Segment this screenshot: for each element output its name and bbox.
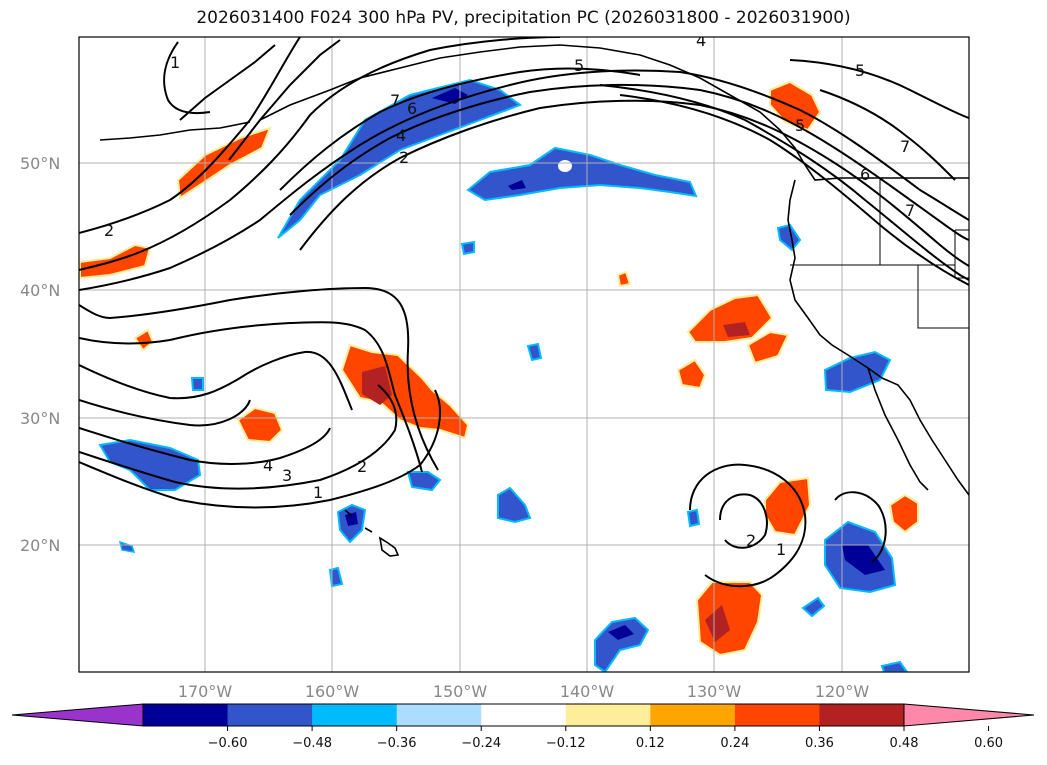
longitude-labels: 170°W 160°W 150°W 140°W 130°W 120°W [178,682,870,701]
lat-label: 50°N [20,154,60,173]
graticule [79,37,969,672]
contour-label: 5 [855,61,865,80]
lon-label: 140°W [560,682,615,701]
contour-labels: 1 2 7 6 4 2 5 4 5 5 7 6 7 4 3 2 1 2 1 [104,31,915,559]
na-west-coast [787,179,969,496]
colorbar-tick-label: 0.12 [636,736,665,751]
contour-label: 1 [170,53,180,72]
colorbar-tick-label: 0.60 [974,736,1003,751]
colorbar-segment [143,704,229,726]
pv-contours [79,37,969,588]
colorbar-segment [396,704,482,726]
colorbar-segment [565,704,651,726]
contour-label: 5 [574,56,584,75]
colorbar-segment [819,704,905,726]
orange-central-pacific [340,343,470,440]
colorbar: −0.60 −0.48 −0.36 −0.24 −0.12 0.12 0.24 0.36 0.4… [11,703,1035,751]
contour-label: 1 [313,483,323,502]
contour-label: 7 [900,137,910,156]
colorbar-tick-label: −0.48 [292,736,332,751]
colorbar-tick-label: −0.12 [546,736,586,751]
contour-label: 2 [399,148,409,167]
colorbar-segment [650,704,736,726]
contour-label: 2 [104,221,114,240]
contour-label: 7 [905,201,915,220]
colorbar-frame [142,703,905,727]
lon-label: 170°W [178,682,233,701]
map-area [79,37,969,672]
map-title: 2026031400 F024 300 hPa PV, precipitatio… [196,8,851,28]
lon-label: 120°W [815,682,870,701]
lon-label: 160°W [305,682,360,701]
contour-label: 2 [746,531,756,550]
latitude-labels: 50°N 40°N 30°N 20°N [20,154,60,555]
colorbar-tick-label: 0.48 [890,736,919,751]
contour-label: 6 [860,165,870,184]
map-frame [78,36,970,673]
lat-label: 20°N [20,536,60,555]
aleutians [99,121,251,141]
colorbar-extend-max [903,703,1035,727]
positive-precip-shading [79,80,919,657]
contour-label: 7 [390,91,400,110]
contour-label: 5 [795,116,805,135]
contour-label: 2 [357,457,367,476]
colorbar-tick-label: 0.36 [805,736,834,751]
colorbar-tick-label: −0.24 [461,736,501,751]
lat-label: 30°N [20,409,60,428]
lon-label: 150°W [433,682,488,701]
contour-label: 4 [263,456,273,475]
hawaii-islands [344,509,400,557]
colorbar-tick-label: 0.24 [720,736,749,751]
contour-label: 3 [282,466,292,485]
contour-label: 4 [696,31,706,50]
baja-peninsula [867,367,929,491]
colorbar-segment [312,704,398,726]
contour-label: 1 [776,540,786,559]
lat-label: 40°N [20,281,60,300]
colorbar-extend-min [11,703,144,727]
colorbar-segment [734,704,820,726]
colorbar-segment [227,704,313,726]
contour-label: 4 [396,126,406,145]
alaska-coast [259,44,969,181]
coastlines [99,44,969,557]
colorbar-tick-label: −0.36 [377,736,417,751]
colorbar-tick-label: −0.60 [208,736,248,751]
colorbar-segment [481,704,567,726]
lon-label: 130°W [687,682,742,701]
political-borders [790,178,969,329]
contour-label: 6 [407,99,417,118]
